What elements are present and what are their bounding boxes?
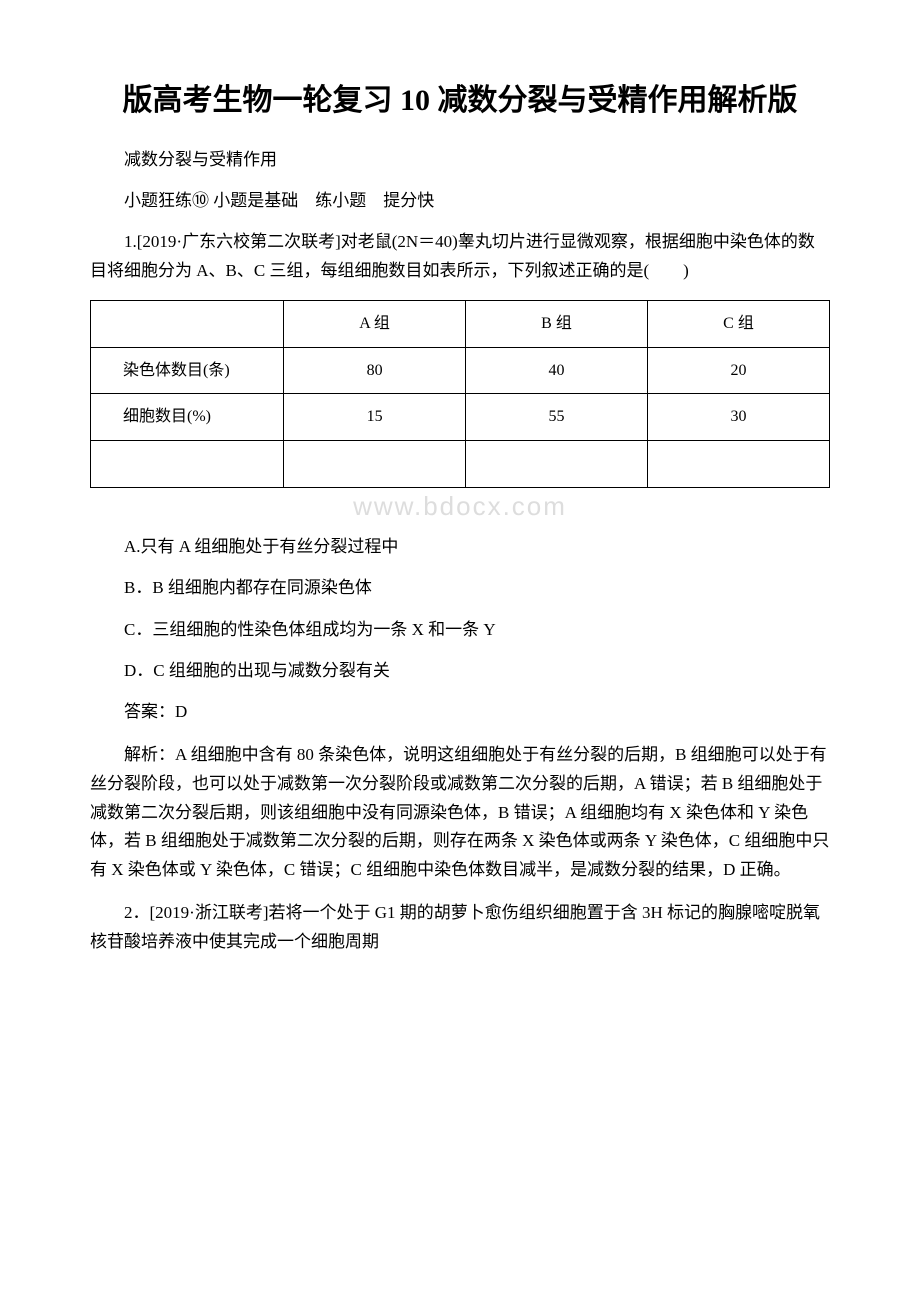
table-cell: 55 [466,394,648,441]
table-cell: B 组 [466,301,648,348]
table-cell: 20 [648,347,830,394]
table-cell: 染色体数目(条) [91,347,284,394]
table-cell [91,440,284,487]
table-header-row: A 组 B 组 C 组 [91,301,830,348]
table-cell [466,440,648,487]
table-empty-row [91,440,830,487]
table-cell: 30 [648,394,830,441]
table-cell: 40 [466,347,648,394]
question-1-explanation: 解析：A 组细胞中含有 80 条染色体，说明这组细胞处于有丝分裂的后期，B 组细… [90,741,830,885]
document-title: 版高考生物一轮复习 10 减数分裂与受精作用解析版 [90,80,830,122]
question-1-option-a: A.只有 A 组细胞处于有丝分裂过程中 [90,533,830,560]
table-cell: A 组 [284,301,466,348]
subtitle-practice: 小题狂练⑩ 小题是基础 练小题 提分快 [90,187,830,214]
table-row: 染色体数目(条) 80 40 20 [91,347,830,394]
table-cell: 15 [284,394,466,441]
table-cell: C 组 [648,301,830,348]
question-1-option-d: D．C 组细胞的出现与减数分裂有关 [90,657,830,684]
question-1-option-c: C．三组细胞的性染色体组成均为一条 X 和一条 Y [90,616,830,643]
table-cell: 细胞数目(%) [91,394,284,441]
table-cell [648,440,830,487]
table-cell: 80 [284,347,466,394]
table-cell [284,440,466,487]
question-2-intro: 2．[2019·浙江联考]若将一个处于 G1 期的胡萝卜愈伤组织细胞置于含 3H… [90,899,830,957]
table-cell [91,301,284,348]
subtitle-topic: 减数分裂与受精作用 [90,146,830,173]
watermark-text: www.bdocx.com [90,486,830,528]
question-1-option-b: B．B 组细胞内都存在同源染色体 [90,574,830,601]
data-table: A 组 B 组 C 组 染色体数目(条) 80 40 20 细胞数目(%) 15… [90,300,830,487]
question-1-answer: 答案：D [90,698,830,727]
table-row: 细胞数目(%) 15 55 30 [91,394,830,441]
question-1-intro: 1.[2019·广东六校第二次联考]对老鼠(2N＝40)睾丸切片进行显微观察，根… [90,228,830,286]
